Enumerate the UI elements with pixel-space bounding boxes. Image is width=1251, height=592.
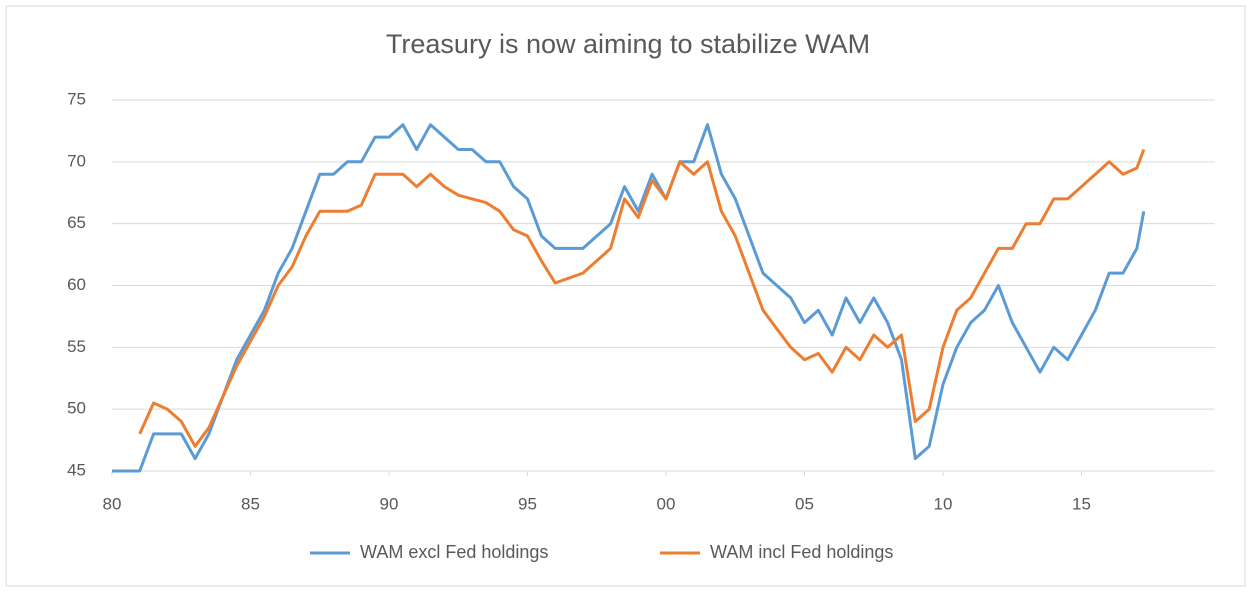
x-tick-label: 00 xyxy=(657,494,676,513)
y-tick-label: 45 xyxy=(67,460,86,479)
x-tick-label: 80 xyxy=(103,494,122,513)
x-tick-label: 15 xyxy=(1072,494,1091,513)
legend-label: WAM excl Fed holdings xyxy=(360,542,548,562)
series-line xyxy=(138,148,1146,448)
x-tick-label: 10 xyxy=(934,494,953,513)
chart-frame xyxy=(5,5,1246,587)
x-tick-label: 05 xyxy=(795,494,814,513)
y-tick-label: 60 xyxy=(67,275,86,294)
legend-label: WAM incl Fed holdings xyxy=(710,542,893,562)
x-tick-label: 90 xyxy=(380,494,399,513)
y-tick-label: 55 xyxy=(67,337,86,356)
y-tick-label: 50 xyxy=(67,399,86,418)
chart-title: Treasury is now aiming to stabilize WAM xyxy=(386,29,870,59)
y-tick-label: 70 xyxy=(67,151,86,170)
x-tick-label: 85 xyxy=(241,494,260,513)
x-tick-label: 95 xyxy=(518,494,537,513)
series-line xyxy=(112,123,1146,473)
y-tick-label: 75 xyxy=(67,89,86,108)
y-tick-label: 65 xyxy=(67,213,86,232)
